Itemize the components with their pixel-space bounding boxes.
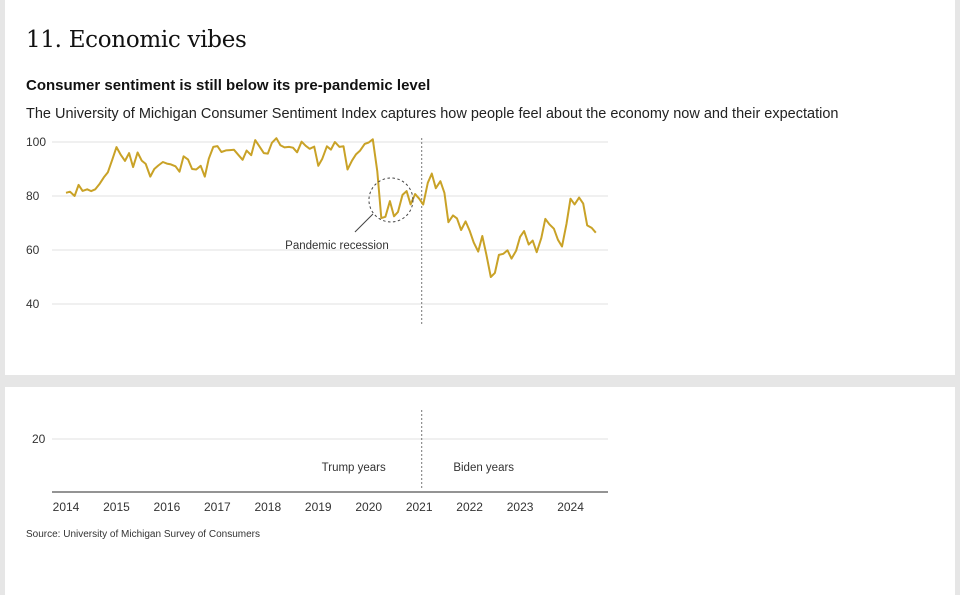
x-tick-label-2019: 2019 — [305, 500, 332, 514]
x-tick-label-2021: 2021 — [406, 500, 433, 514]
sentiment-series-line — [65, 137, 597, 278]
x-tick-label-2014: 2014 — [53, 500, 80, 514]
x-tick-label-2023: 2023 — [507, 500, 534, 514]
era-label-trump: Trump years — [322, 462, 386, 474]
section-title: 11. Economic vibes — [26, 27, 247, 53]
tick-labels: 100 80 60 40 20 2014 2015 2016 2017 2018 2019 2020 2… — [26, 135, 584, 514]
x-tick-label-2015: 2015 — [103, 500, 130, 514]
series-layer — [65, 137, 597, 278]
source-note: Source: University of Michigan Survey of… — [26, 529, 260, 540]
y-tick-label-100: 100 — [26, 135, 46, 149]
x-tick-label-2018: 2018 — [254, 500, 281, 514]
y-tick-label-20: 20 — [32, 432, 46, 446]
chart-card-bottom — [5, 387, 955, 595]
grid-lines — [52, 141, 608, 440]
x-tick-label-2017: 2017 — [204, 500, 231, 514]
y-tick-label-80: 80 — [26, 189, 40, 203]
y-tick-label-60: 60 — [26, 243, 40, 257]
annotation-layer: Pandemic recession — [285, 177, 414, 252]
chart-subtitle: Consumer sentiment is still below its pr… — [26, 77, 431, 94]
x-tick-label-2022: 2022 — [456, 500, 483, 514]
recession-annotation-label: Pandemic recession — [285, 240, 389, 252]
x-tick-label-2024: 2024 — [557, 500, 584, 514]
x-tick-label-2016: 2016 — [154, 500, 181, 514]
chart-card-top — [5, 0, 955, 375]
recession-leader-line — [354, 213, 374, 233]
chart-description: The University of Michigan Consumer Sent… — [26, 106, 839, 122]
x-tick-label-2020: 2020 — [355, 500, 382, 514]
era-label-biden: Biden years — [453, 462, 514, 474]
recession-highlight-circle — [368, 177, 414, 223]
y-tick-label-40: 40 — [26, 297, 40, 311]
